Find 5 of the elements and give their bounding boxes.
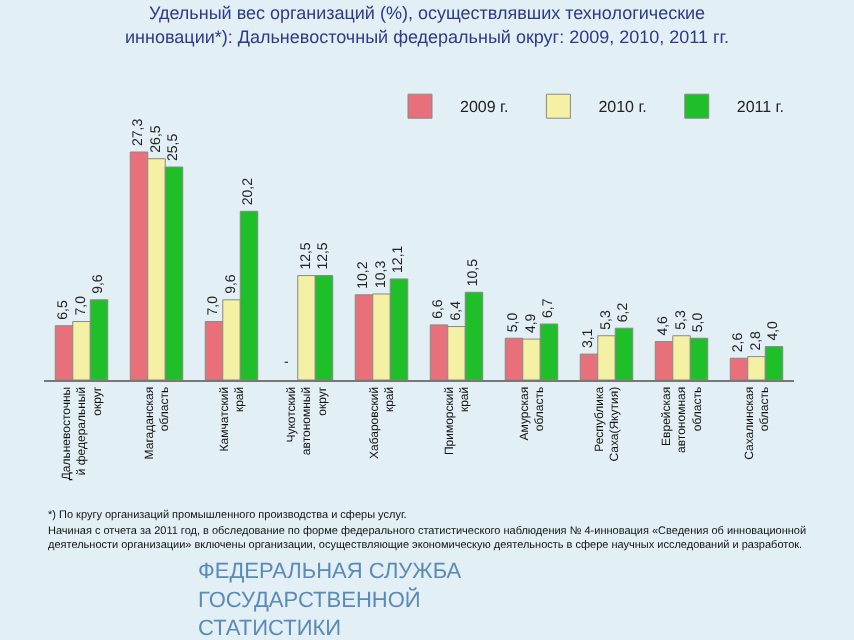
legend-label: 2011 г. xyxy=(736,98,784,117)
chart-title: Удельный вес организаций (%), осуществлявших технологические инновации*): Дальневосточный федеральный округ: 2009, 2010, 2011 гг. xyxy=(125,3,729,47)
legend-label: 2010 г. xyxy=(598,98,647,117)
legend-label: 2009 г. xyxy=(460,98,509,117)
text: ФЕДЕРАЛЬНАЯ СЛУЖБА ГОСУДАРСТВЕННОЙ СТАТИСТИКИ xyxy=(198,560,463,640)
